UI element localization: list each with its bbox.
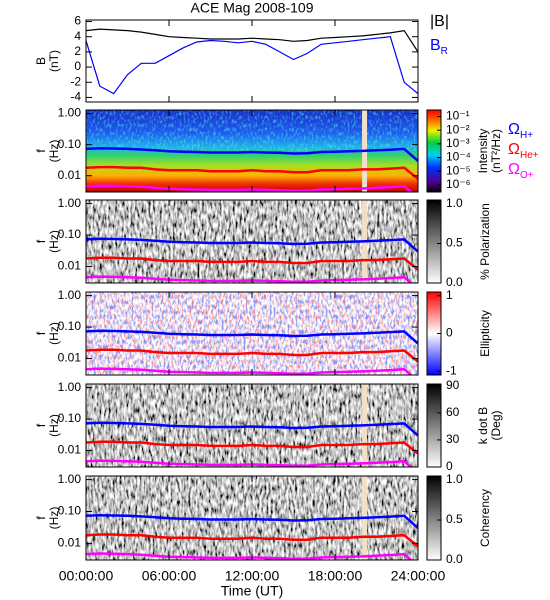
colorbar-tick-label: 0 [446,459,453,473]
x-axis-label: Time (UT) [221,583,283,599]
y-tick-label: 1.00 [58,106,82,120]
y-tick-label: 0.10 [58,137,82,151]
y-tick-label: 0.10 [58,319,82,333]
series-line [86,165,418,180]
legend-entry: ΩO+ [508,161,534,180]
x-tick-label: 00:00:00 [59,568,114,584]
colorbar-tick-label: 10⁻⁵ [446,163,471,177]
y-tick-label: 0.10 [58,227,82,241]
series-line [86,28,418,53]
series-line [86,421,418,437]
y-tick-label: 4 [74,29,81,43]
y-tick-label: -4 [70,90,81,104]
y-axis-label: (nT) [47,50,61,72]
colorbar-tick-label: 0.0 [446,552,463,566]
panel [86,292,418,375]
y-axis-label: f [34,239,48,243]
colorbar-label: (nT²/Hz) [489,129,503,173]
panel [86,384,418,467]
colorbar-tick-label: 60 [446,405,460,419]
colorbar [426,383,442,468]
y-tick-label: 0.01 [58,168,82,182]
panel [86,200,418,283]
y-tick-label: 0.10 [58,504,82,518]
colorbar-tick-label: 30 [446,432,460,446]
x-tick-label: 12:00:00 [225,568,280,584]
series-line [86,440,418,455]
panel [86,476,418,560]
colorbar-label: (Deg) [489,410,503,440]
y-tick-label: 0.01 [58,536,82,550]
colorbar-tick-label: 0.5 [446,512,463,526]
y-axis-label: (Hz) [47,507,61,530]
series-line [86,348,418,363]
colorbar-tick-label: 0.5 [446,236,463,250]
series-line [86,514,418,530]
series-line [86,329,418,345]
colorbar [426,475,442,561]
series-line [86,237,418,253]
x-tick-label: 06:00:00 [142,568,197,584]
legend-entry: BR [430,37,448,56]
y-tick-label: 0 [74,59,81,73]
y-axis-label: f [34,331,48,335]
colorbar-label: % Polarization [478,203,492,280]
colorbar-tick-label: 90 [446,378,460,392]
series-line [86,533,418,548]
y-axis-label: (Hz) [47,414,61,437]
colorbar-label: Intensity [476,129,490,174]
colorbar-tick-label: 10⁻² [446,122,470,136]
y-axis-label: B [34,57,48,65]
panel [86,28,418,95]
y-tick-label: 0.01 [58,351,82,365]
panel-frame [85,19,419,103]
y-axis-label: f [34,423,48,427]
colorbar-tick-label: 1.0 [446,472,463,486]
series-line [86,256,418,271]
colorbar-tick-label: 10⁻³ [446,136,470,150]
spectrogram-texture [86,110,418,151]
y-tick-label: 0.01 [58,443,82,457]
series-line [86,36,418,95]
chart-title: ACE Mag 2008-109 [191,0,314,16]
y-tick-label: 0.10 [58,411,82,425]
colorbar-tick-label: 1 [446,288,453,302]
y-tick-label: 0.01 [58,259,82,273]
colorbar-label: Ellipticity [478,310,492,357]
colorbar-tick-label: 0.0 [446,275,463,289]
y-axis-label: f [34,149,48,153]
y-axis-label: (Hz) [47,140,61,163]
y-tick-label: 2 [74,44,81,58]
x-tick-label: 18:00:00 [308,568,363,584]
colorbar-tick-label: 0 [446,326,453,340]
colorbar-label: k dot B [476,407,490,444]
colorbar-tick-label: 10⁻⁶ [446,177,471,191]
x-tick-label: 24:00:00 [391,568,446,584]
y-tick-label: 1.00 [58,472,82,486]
colorbar [426,109,442,193]
colorbar-label: Coherency [478,489,492,547]
legend-entry: ΩHe+ [508,141,539,160]
legend-entry: |B| [430,13,449,30]
y-tick-label: 1.00 [58,380,82,394]
colorbar [426,199,442,284]
legend-entry: ΩH+ [508,121,533,140]
colorbar-tick-label: 10⁻⁴ [446,150,471,164]
y-tick-label: 1.00 [58,196,82,210]
series-line [86,147,418,162]
y-tick-label: 1.00 [58,288,82,302]
colorbar-tick-label: 10⁻¹ [446,109,470,123]
y-tick-label: -2 [70,74,81,88]
y-axis-label: (Hz) [47,322,61,345]
panel [86,110,418,192]
colorbar-tick-label: -1 [446,363,457,377]
colorbar-tick-label: 1.0 [446,196,463,210]
y-tick-label: 6 [74,14,81,28]
y-axis-label: (Hz) [47,230,61,253]
y-axis-label: f [34,516,48,520]
